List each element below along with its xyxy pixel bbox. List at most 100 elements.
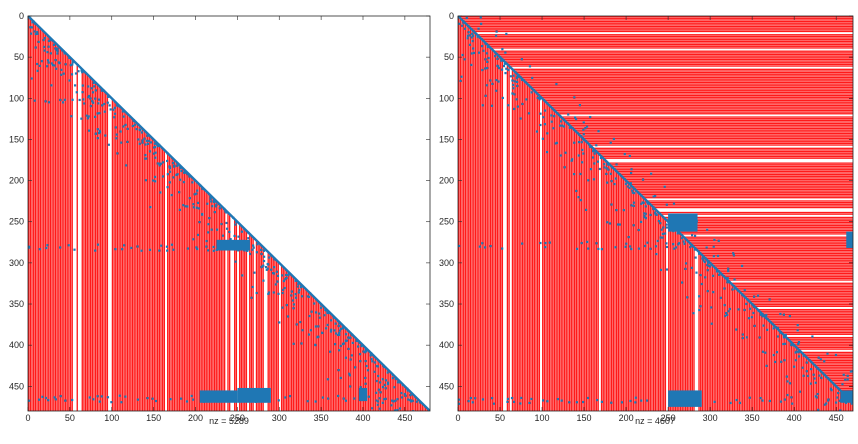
nonzero-marker [631,189,634,192]
nonzero-marker [316,336,319,339]
nonzero-marker [513,93,516,96]
nonzero-marker [297,282,300,286]
nonzero-marker [759,313,762,316]
fill-stripe [800,351,803,411]
nonzero-marker [207,231,210,234]
fill-row-stripe [672,225,853,227]
nonzero-marker [169,398,172,401]
nonzero-marker [255,291,258,295]
fill-row-stripe [613,167,853,169]
nonzero-marker [154,180,157,183]
nonzero-marker [262,264,265,267]
fill-row-stripe [710,262,853,265]
nonzero-marker [183,170,187,173]
fill-stripe [177,162,179,411]
fill-row-stripe [551,106,853,108]
nonzero-marker [783,398,787,401]
nonzero-marker [484,42,487,46]
fill-stripe [723,276,725,411]
nonzero-marker [135,127,138,131]
fill-stripe [466,24,468,411]
nonzero-marker [573,141,576,144]
nonzero-marker [745,336,748,339]
fill-stripe [386,368,388,411]
nonzero-marker [612,137,615,141]
nonzero-marker [116,104,119,107]
fill-stripe [737,289,739,411]
nonzero-marker [603,163,606,166]
fill-stripe [366,348,368,411]
fill-stripe [115,101,117,411]
nonzero-marker [360,344,363,348]
nonzero-marker [693,234,697,237]
nonzero-marker [359,386,362,389]
fill-stripe [218,203,221,411]
right-axis-ticks: 0 50 100 150 200 250 300 350 400 4500501001502002… [439,11,853,423]
left-axis-ticks: 0 50 100 150 200 250 300 350 400 4500501001502002… [9,11,430,423]
nonzero-marker [622,209,625,212]
nonzero-marker [581,161,584,164]
nonzero-marker [93,85,96,88]
nonzero-marker [568,401,571,404]
fill-row-stripe [742,294,853,296]
fill-row-stripe [589,144,853,146]
fill-stripe [156,142,159,411]
nonzero-marker [749,307,752,310]
fill-row-stripe [564,119,853,122]
nonzero-marker [582,128,585,131]
nonzero-marker [106,101,109,104]
nonzero-marker [53,64,56,67]
fill-row-stripe [776,327,853,329]
nonzero-marker [520,396,523,400]
nonzero-marker [223,207,226,211]
nonzero-marker [597,247,600,251]
nonzero-marker [415,400,418,403]
nonzero-marker [251,248,254,251]
nonzero-marker [516,105,520,108]
fill-stripe [270,254,273,411]
nonzero-marker [629,245,632,248]
nonzero-marker [252,246,255,249]
nonzero-marker [703,260,706,264]
nonzero-marker [585,125,589,128]
fill-row-stripe [620,174,853,176]
fill-stripe [473,30,475,411]
nonzero-marker [489,79,492,82]
fill-stripe [71,58,73,411]
nonzero-marker [92,101,95,104]
fill-stripe [668,221,670,411]
nonzero-marker [589,168,592,171]
nonzero-marker [680,237,683,240]
fill-stripe [89,76,92,411]
nonzero-marker [409,394,412,397]
fill-stripe [44,32,47,411]
nonzero-marker [575,247,579,250]
nonzero-marker [169,170,172,173]
nonzero-marker [168,166,171,169]
fill-row-stripe [754,305,853,307]
nonzero-marker [28,399,31,402]
nonzero-marker [609,172,612,175]
fill-stripe [594,149,596,411]
nonzero-marker [339,376,342,380]
nonzero-marker [104,134,107,137]
nonzero-marker [472,34,475,37]
nonzero-marker [212,249,215,252]
fill-row-stripe [828,378,853,380]
fill-stripe [56,43,58,411]
fill-stripe [33,20,35,411]
x-tick-label: 350 [745,413,760,423]
fill-stripe [312,295,315,411]
nonzero-marker [96,243,100,246]
nonzero-marker [726,277,729,280]
fill-stripe [768,320,771,411]
fill-stripe [284,267,286,411]
fill-stripe [671,225,673,411]
nonzero-marker [117,105,120,108]
nonzero-marker [798,390,802,393]
fill-stripe [183,169,186,411]
nonzero-marker [210,228,213,231]
fill-stripe [646,200,648,411]
fill-row-stripe [821,371,853,373]
fill-stripe [535,91,537,411]
